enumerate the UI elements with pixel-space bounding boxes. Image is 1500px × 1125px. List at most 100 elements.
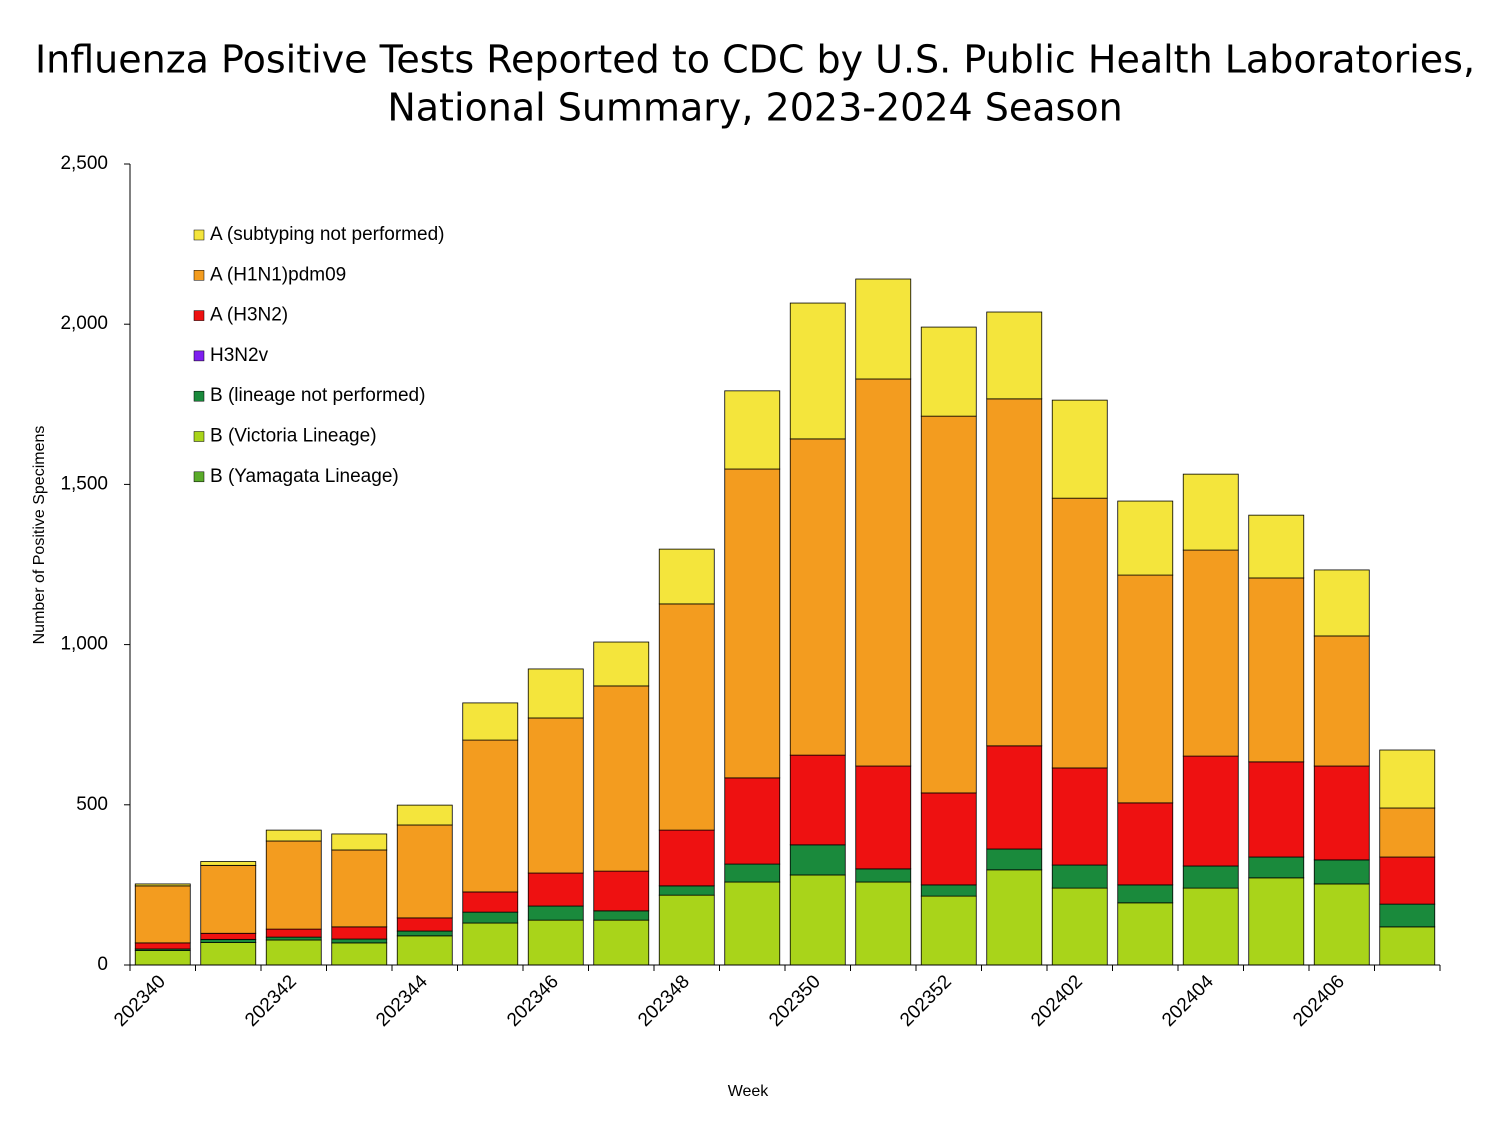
bar-segment [1182,755,1239,867]
bar-segment [1313,859,1370,885]
bar-segment [1117,574,1174,804]
y-tick-label: 2,000 [60,313,108,334]
bar-segment [1313,569,1370,637]
bar-segment [396,930,453,937]
bar-segment [1182,887,1239,966]
legend-label: B (Victoria Lineage) [210,426,377,447]
bar-segment [331,849,388,928]
chart-title: National Summary, 2023-2024 Season [387,86,1122,130]
bar-segment [789,438,846,756]
bar-segment [527,919,584,966]
legend-swatch [193,310,205,321]
bar-segment [1182,473,1239,551]
bar-segment [593,910,650,921]
bar-segment [134,885,191,944]
bar-segment [593,685,650,872]
bar-segment [1248,577,1305,763]
legend-swatch [193,350,205,362]
bar-segment [200,932,257,940]
bar-segment [986,311,1043,400]
bar-segment [724,390,781,470]
bar-segment [1248,856,1305,879]
bar-segment [1117,500,1174,576]
y-tick-label: 500 [76,794,108,815]
bar-segment [265,829,322,842]
bar-segment [1051,864,1108,889]
bar-segment [724,468,781,779]
legend-swatch [193,390,205,402]
bar-segment [462,911,519,924]
legend-swatch [193,431,205,442]
bar-segment [1379,807,1436,858]
bar-segment [986,745,1043,850]
bar-segment [1313,883,1370,966]
bar-segment [462,702,519,741]
bar-segment [331,926,388,940]
bar-segment [855,881,912,966]
bar-segment [593,641,650,687]
bar-segment [920,326,977,417]
bar-segment [986,848,1043,871]
bar-segment [527,905,584,921]
bar-segment [527,668,584,719]
bar-segment [986,398,1043,747]
bar-segment [1117,902,1174,966]
bar-segment [920,884,977,897]
bar-segment [1117,884,1174,904]
bar-segment [134,950,191,966]
bar-segment [265,939,322,966]
bar-segment [1117,802,1174,886]
legend-label: A (H3N2) [210,305,288,326]
legend-label: H3N2v [210,345,269,366]
y-tick-label: 2,500 [60,153,108,174]
legend-swatch [193,229,205,241]
bar-segment [920,792,977,886]
bar-segment [396,935,453,966]
bar-segment [134,942,191,950]
bar-segment [331,942,388,966]
bar-segment [920,415,977,794]
bar-segment [1182,865,1239,889]
bar-segment [855,765,912,870]
bar-segment [265,840,322,930]
chart-title: Influenza Positive Tests Reported to CDC… [35,38,1475,82]
y-tick-label: 0 [97,954,108,975]
bar-segment [658,894,715,966]
bar-segment [593,919,650,966]
bar-segment [1379,749,1436,809]
legend-label: A (H1N1)pdm09 [210,264,346,285]
bar-segment [658,548,715,605]
y-tick-label: 1,500 [60,473,108,494]
bar-segment [920,895,977,966]
bar-segment [462,739,519,893]
bar-segment [265,928,322,938]
bar-segment [200,942,257,966]
x-axis-title: Week [728,1083,770,1100]
bar-segment [1051,399,1108,499]
y-axis-title: Number of Positive Specimens [31,426,48,645]
bar-segment [724,881,781,966]
bar-segment [527,872,584,907]
bar-segment [331,938,388,944]
bar-segment [855,868,912,883]
bar-segment [331,833,388,851]
bar-segment [134,883,191,887]
bar-segment [986,869,1043,966]
bar-segment [1379,926,1436,966]
bar-segment [789,844,846,876]
bar-segment [1051,887,1108,966]
legend-swatch [193,471,205,483]
bar-segment [396,804,453,826]
legend-label: B (lineage not performed) [210,385,425,406]
bar-segment [593,870,650,912]
bar-segment [527,717,584,874]
bar-segment [855,378,912,767]
bar-segment [658,829,715,887]
bar-segment [396,917,453,932]
bar-segment [658,603,715,831]
bar-segment [462,891,519,913]
bar-segment [200,864,257,934]
y-tick-label: 1,000 [60,634,108,655]
bar-segment [1313,635,1370,767]
